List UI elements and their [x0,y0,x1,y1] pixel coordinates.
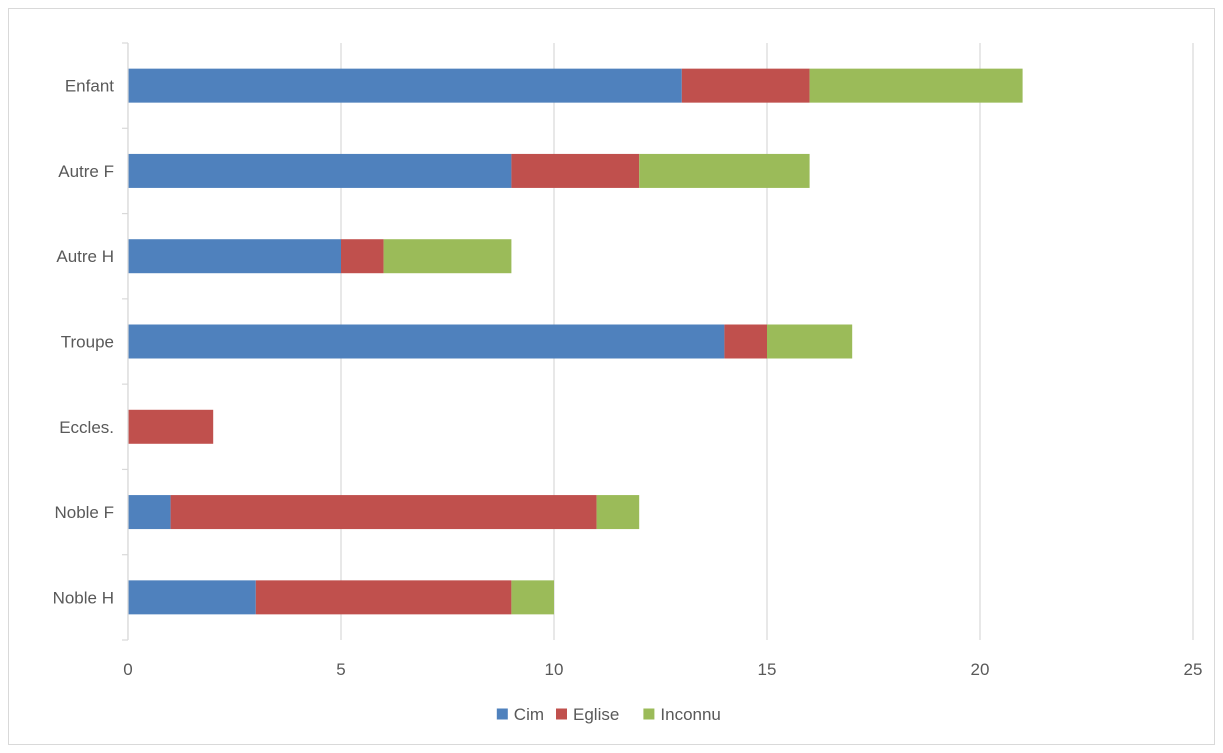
legend-swatch-inconnu [643,708,655,720]
legend-label-cim: Cim [514,705,544,724]
bar-troupe-inconnu [767,324,853,359]
y-tick-label: Noble H [53,588,114,607]
bar-autre-h-eglise [341,239,384,274]
bar-enfant-eglise [681,68,810,103]
bar-troupe-cim [128,324,725,359]
y-tick-label: Eccles. [59,418,114,437]
y-tick-label: Troupe [61,333,114,352]
y-tick-label: Autre F [58,162,114,181]
bar-noble-f-eglise [170,495,597,530]
legend-swatch-eglise [556,708,567,720]
bar-autre-h-inconnu [383,239,512,274]
bar-enfant-cim [128,68,682,103]
bar-noble-h-cim [128,580,256,615]
bar-autre-h-cim [128,239,341,274]
chart-frame [8,8,1215,745]
x-tick-label: 10 [545,660,564,679]
bar-autre-f-cim [128,153,512,188]
x-tick-label: 20 [971,660,990,679]
bar-eccles-eglise [128,409,214,444]
bar-noble-f-cim [128,495,171,530]
y-tick-label: Autre H [56,247,114,266]
bar-enfant-inconnu [809,68,1023,103]
x-tick-label: 25 [1184,660,1203,679]
y-tick-label: Enfant [65,77,114,96]
legend-label-inconnu: Inconnu [660,705,721,724]
legend: Cim Eglise Inconnu [496,705,721,724]
y-tick-label: Noble F [54,503,114,522]
x-tick-label: 5 [336,660,345,679]
axes: 0 5 10 15 20 25 Noble H Noble F Eccles. Troupe Aut… [53,42,1203,679]
x-tick-label: 0 [123,660,132,679]
legend-swatch-cim [496,708,508,720]
bar-autre-f-inconnu [639,153,810,188]
bars [128,68,1023,615]
bar-noble-h-inconnu [511,580,554,615]
x-tick-label: 15 [758,660,777,679]
bar-noble-f-inconnu [596,495,640,530]
bar-noble-h-eglise [255,580,512,615]
legend-label-eglise: Eglise [573,705,619,724]
bar-troupe-eglise [724,324,767,359]
bar-autre-f-eglise [511,153,640,188]
